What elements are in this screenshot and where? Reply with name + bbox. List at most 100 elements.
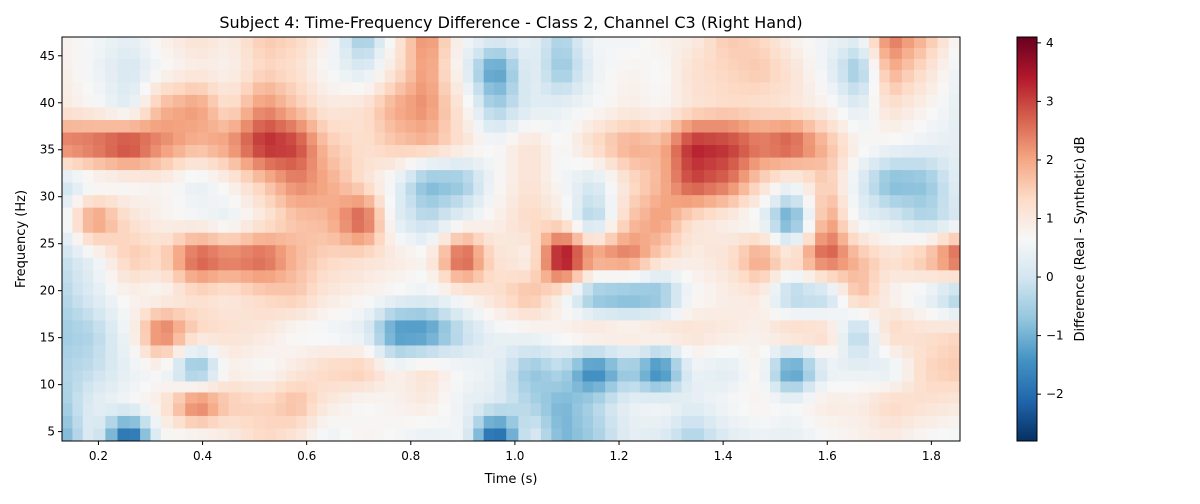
heatmap-cell	[948, 358, 960, 372]
heatmap-cell	[617, 415, 631, 430]
heatmap-cell	[374, 282, 386, 296]
heatmap-cell	[879, 195, 891, 209]
heatmap-cell	[650, 58, 662, 71]
heatmap-cell	[62, 170, 74, 184]
heatmap-cell	[592, 295, 606, 309]
heatmap-cell	[948, 245, 960, 259]
heatmap-cell	[306, 132, 318, 146]
heatmap-cell	[639, 94, 651, 109]
heatmap-cell	[317, 381, 329, 394]
heatmap-cell	[769, 307, 781, 322]
heatmap-cell	[405, 282, 417, 296]
heatmap-cell	[207, 392, 219, 405]
heatmap-cell	[837, 428, 849, 441]
heatmap-cell	[889, 257, 903, 271]
heatmap-cell	[140, 119, 152, 134]
heatmap-cell	[82, 428, 94, 441]
heatmap-cell	[72, 94, 84, 109]
heatmap-cell	[582, 58, 594, 71]
heatmap-cell	[716, 37, 729, 49]
heatmap-cell	[937, 47, 950, 60]
heatmap-cell	[716, 69, 729, 84]
heatmap-cell	[868, 157, 880, 171]
heatmap-cell	[296, 195, 308, 209]
heatmap-cell	[173, 107, 186, 121]
heatmap-cell	[540, 270, 552, 284]
heatmap-cell	[462, 345, 474, 359]
heatmap-cell	[704, 270, 717, 284]
heatmap-cell	[374, 232, 386, 246]
heatmap-cell	[415, 170, 427, 184]
heatmap-cell	[879, 69, 891, 84]
heatmap-cell	[506, 157, 519, 171]
heatmap-cell	[306, 332, 318, 347]
heatmap-cell	[117, 381, 131, 394]
heatmap-cell	[716, 182, 729, 196]
heatmap-cell	[827, 370, 839, 383]
heatmap-cell	[914, 403, 927, 417]
heatmap-cell	[617, 82, 631, 96]
heatmap-cell	[173, 358, 186, 372]
heatmap-cell	[207, 107, 219, 121]
heatmap-cell	[790, 320, 804, 334]
heatmap-cell	[518, 82, 532, 96]
heatmap-cell	[948, 170, 960, 184]
heatmap-cell	[691, 132, 705, 146]
heatmap-cell	[415, 332, 427, 347]
heatmap-cell	[72, 415, 84, 430]
heatmap-cell	[494, 295, 507, 309]
heatmap-cell	[530, 170, 542, 184]
heatmap-cell	[937, 58, 950, 71]
heatmap-cell	[561, 37, 573, 49]
heatmap-cell	[639, 245, 651, 259]
heatmap-cell	[317, 82, 329, 96]
heatmap-cell	[889, 307, 903, 322]
heatmap-cell	[889, 320, 903, 334]
heatmap-cell	[827, 145, 839, 159]
heatmap-cell	[749, 220, 761, 234]
heatmap-cell	[749, 232, 761, 246]
heatmap-cell	[901, 392, 915, 405]
heatmap-cell	[506, 415, 519, 430]
heatmap-cell	[858, 195, 870, 209]
heatmap-cell	[415, 119, 427, 134]
colorbar-tick-label: −1	[1046, 329, 1064, 343]
heatmap-cell	[790, 182, 804, 196]
heatmap-cell	[218, 403, 230, 417]
heatmap-cell	[629, 270, 641, 284]
heatmap-cell	[582, 358, 594, 372]
heatmap-cell	[671, 345, 683, 359]
heatmap-cell	[650, 82, 662, 96]
heatmap-cell	[252, 270, 266, 284]
heatmap-cell	[749, 207, 761, 221]
heatmap-cell	[105, 307, 119, 322]
heatmap-cell	[450, 381, 464, 394]
heatmap-cell	[530, 245, 542, 259]
heatmap-cell	[450, 370, 464, 383]
heatmap-cell	[339, 132, 353, 146]
heatmap-cell	[582, 195, 594, 209]
heatmap-cell	[82, 245, 94, 259]
heatmap-cell	[415, 257, 427, 271]
heatmap-cell	[506, 282, 519, 296]
heatmap-cell	[926, 145, 939, 159]
heatmap-cell	[363, 232, 375, 246]
heatmap-cell	[617, 207, 631, 221]
heatmap-cell	[426, 220, 440, 234]
heatmap-cell	[317, 145, 329, 159]
heatmap-cell	[351, 145, 365, 159]
heatmap-cell	[93, 145, 106, 159]
heatmap-cell	[790, 69, 804, 84]
heatmap-cell	[197, 295, 209, 309]
heatmap-cell	[759, 157, 771, 171]
heatmap-cell	[879, 107, 891, 121]
heatmap-cell	[561, 358, 573, 372]
heatmap-cell	[285, 132, 297, 146]
heatmap-cell	[759, 132, 771, 146]
heatmap-cell	[317, 370, 329, 383]
heatmap-cell	[117, 47, 131, 60]
heatmap-cell	[914, 182, 927, 196]
heatmap-cell	[185, 145, 198, 159]
heatmap-cell	[140, 345, 152, 359]
heatmap-cell	[728, 232, 740, 246]
